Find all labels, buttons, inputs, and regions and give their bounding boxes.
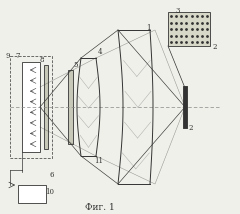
Text: 11: 11 [95,157,103,165]
Text: 5: 5 [74,61,78,69]
Text: 3: 3 [176,7,180,15]
Text: 2: 2 [213,43,217,51]
Bar [18,185,46,203]
Text: 2: 2 [189,124,193,132]
Text: 10: 10 [46,188,54,196]
Bar [168,12,210,46]
Text: 1: 1 [146,24,150,32]
Bar [44,65,48,149]
Bar [22,62,40,152]
Text: 7: 7 [16,52,20,60]
Text: 8: 8 [40,56,44,64]
Bar [10,56,52,158]
Bar [68,70,73,144]
Text: Фиг. 1: Фиг. 1 [85,202,115,211]
Text: 9: 9 [6,52,10,60]
Text: 6: 6 [50,171,54,179]
Text: 4: 4 [98,48,102,56]
